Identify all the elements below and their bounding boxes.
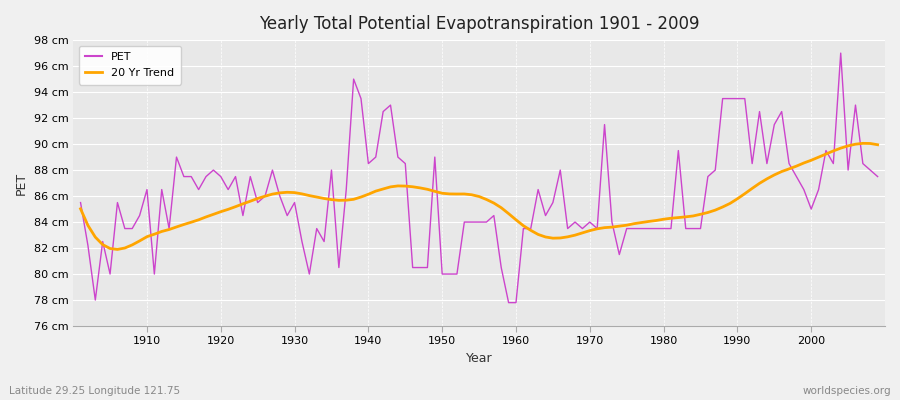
PET xyxy=(503,300,514,305)
PET xyxy=(75,200,86,205)
20 Yr Trend xyxy=(75,206,86,211)
Line: PET: PET xyxy=(80,53,878,303)
PET xyxy=(134,213,145,218)
20 Yr Trend xyxy=(518,223,529,228)
Y-axis label: PET: PET xyxy=(15,172,28,195)
X-axis label: Year: Year xyxy=(466,352,492,365)
Text: Latitude 29.25 Longitude 121.75: Latitude 29.25 Longitude 121.75 xyxy=(9,386,180,396)
PET xyxy=(510,300,521,305)
PET xyxy=(835,51,846,56)
PET xyxy=(341,187,352,192)
20 Yr Trend xyxy=(510,217,521,222)
Legend: PET, 20 Yr Trend: PET, 20 Yr Trend xyxy=(78,46,181,84)
20 Yr Trend xyxy=(607,225,617,230)
PET xyxy=(607,220,617,224)
20 Yr Trend xyxy=(112,247,122,252)
Line: 20 Yr Trend: 20 Yr Trend xyxy=(80,143,878,250)
20 Yr Trend xyxy=(141,234,152,239)
PET xyxy=(518,226,529,231)
20 Yr Trend xyxy=(348,197,359,202)
20 Yr Trend xyxy=(858,141,868,146)
Text: worldspecies.org: worldspecies.org xyxy=(803,386,891,396)
20 Yr Trend xyxy=(304,193,315,198)
Title: Yearly Total Potential Evapotranspiration 1901 - 2009: Yearly Total Potential Evapotranspiratio… xyxy=(259,15,699,33)
20 Yr Trend xyxy=(872,142,883,147)
PET xyxy=(872,174,883,179)
PET xyxy=(297,239,308,244)
